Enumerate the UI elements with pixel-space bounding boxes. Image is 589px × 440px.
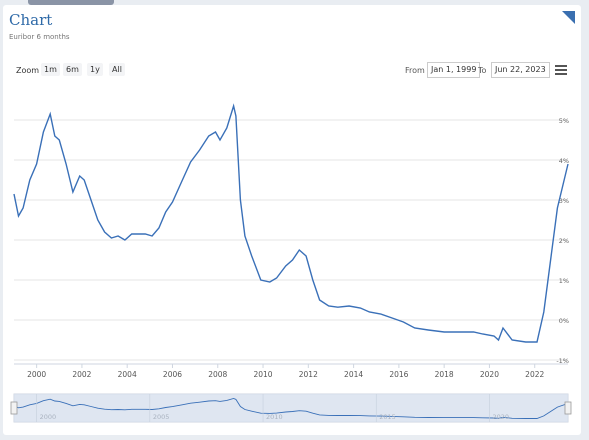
range-to-input[interactable]: Jun 22, 2023 <box>491 62 550 78</box>
navigator-tick-label: 2005 <box>153 413 170 421</box>
x-tick-label: 2016 <box>389 370 408 379</box>
y-tick-label: 4% <box>559 157 569 165</box>
x-tick-label: 2010 <box>253 370 272 379</box>
x-tick-label: 2008 <box>208 370 227 379</box>
navigator-right-handle[interactable] <box>564 401 572 415</box>
x-tick-label: 2012 <box>299 370 318 379</box>
corner-marker-icon <box>562 11 575 24</box>
y-tick-label: 2% <box>559 237 569 245</box>
zoom-all-button[interactable]: All <box>109 63 125 76</box>
y-tick-label: 0% <box>559 317 569 325</box>
range-from-label: From <box>405 66 425 75</box>
x-tick-label: 2002 <box>72 370 91 379</box>
range-from-input[interactable]: Jan 1, 1999 <box>427 62 481 78</box>
x-tick-label: 2018 <box>435 370 454 379</box>
x-axis: 2000 2002 2004 2006 2008 2010 2012 2014 2016 2018… <box>14 363 568 379</box>
zoom-label: Zoom <box>16 66 40 75</box>
y-tick-label: 3% <box>559 197 569 205</box>
x-tick-label: 2000 <box>27 370 46 379</box>
range-to-label: To <box>478 66 487 75</box>
x-tick-label: 2004 <box>118 370 137 379</box>
y-tick-label: 1% <box>559 277 569 285</box>
navigator-tick-label: 2000 <box>40 413 57 421</box>
y-tick-label: -1% <box>556 357 569 365</box>
zoom-1y-button[interactable]: 1y <box>87 63 103 76</box>
chart-subtitle: Euribor 6 months <box>9 33 70 41</box>
y-axis: 5% 4% 3% 2% 1% 0% -1% <box>556 117 569 365</box>
navigator[interactable]: 2000 2005 2010 2015 2020 <box>10 393 572 423</box>
grid-lines <box>14 119 568 361</box>
chart-card <box>3 5 581 435</box>
x-tick-label: 2022 <box>525 370 544 379</box>
euribor-series-line <box>13 103 569 343</box>
zoom-6m-button[interactable]: 6m <box>63 63 82 76</box>
top-tab-indicator <box>28 0 114 5</box>
navigator-left-handle[interactable] <box>10 401 18 415</box>
navigator-series-line <box>13 398 569 419</box>
x-tick-label: 2014 <box>344 370 363 379</box>
zoom-1m-button[interactable]: 1m <box>41 63 60 76</box>
navigator-tick-label: 2015 <box>379 413 396 421</box>
x-tick-label: 2006 <box>163 370 182 379</box>
y-tick-label: 5% <box>559 117 569 125</box>
navigator-tick-label: 2010 <box>266 413 283 421</box>
navigator-tick-label: 2020 <box>492 413 509 421</box>
hamburger-menu-icon[interactable] <box>555 65 567 75</box>
chart-title: Chart <box>9 11 53 29</box>
x-tick-label: 2020 <box>480 370 499 379</box>
navigator-ticks: 2000 2005 2010 2015 2020 <box>36 394 509 422</box>
